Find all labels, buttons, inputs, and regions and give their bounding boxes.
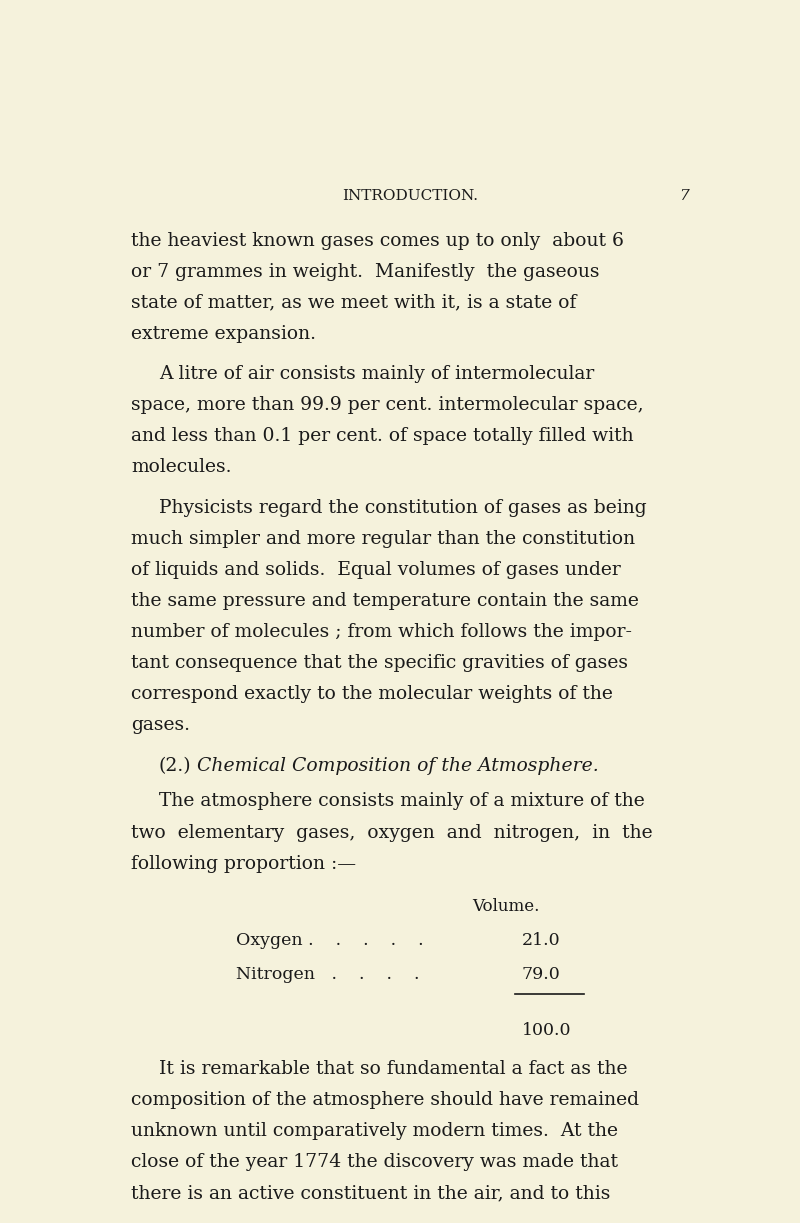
Text: gases.: gases. bbox=[131, 717, 190, 734]
Text: Chemical Composition of the Atmosphere.: Chemical Composition of the Atmosphere. bbox=[198, 757, 599, 774]
Text: composition of the atmosphere should have remained: composition of the atmosphere should hav… bbox=[131, 1091, 639, 1109]
Text: number of molecules ; from which follows the impor-: number of molecules ; from which follows… bbox=[131, 623, 632, 641]
Text: 7: 7 bbox=[679, 190, 689, 203]
Text: unknown until comparatively modern times.  At the: unknown until comparatively modern times… bbox=[131, 1121, 618, 1140]
Text: there is an active constituent in the air, and to this: there is an active constituent in the ai… bbox=[131, 1184, 610, 1202]
Text: space, more than 99.9 per cent. intermolecular space,: space, more than 99.9 per cent. intermol… bbox=[131, 396, 644, 415]
Text: close of the year 1774 the discovery was made that: close of the year 1774 the discovery was… bbox=[131, 1153, 618, 1170]
Text: The atmosphere consists mainly of a mixture of the: The atmosphere consists mainly of a mixt… bbox=[159, 793, 645, 811]
Text: the heaviest known gases comes up to only  about 6: the heaviest known gases comes up to onl… bbox=[131, 231, 624, 249]
Text: Volume.: Volume. bbox=[472, 898, 539, 915]
Text: 21.0: 21.0 bbox=[522, 932, 560, 949]
Text: 100.0: 100.0 bbox=[522, 1022, 571, 1040]
Text: A litre of air consists mainly of intermolecular: A litre of air consists mainly of interm… bbox=[159, 366, 594, 383]
Text: Oxygen .    .    .    .    .: Oxygen . . . . . bbox=[237, 932, 424, 949]
Text: It is remarkable that so fundamental a fact as the: It is remarkable that so fundamental a f… bbox=[159, 1059, 627, 1077]
Text: (2.): (2.) bbox=[159, 757, 191, 774]
Text: state of matter, as we meet with it, is a state of: state of matter, as we meet with it, is … bbox=[131, 294, 576, 312]
Text: Nitrogen   .    .    .    .: Nitrogen . . . . bbox=[237, 966, 420, 983]
Text: the same pressure and temperature contain the same: the same pressure and temperature contai… bbox=[131, 592, 639, 610]
Text: correspond exactly to the molecular weights of the: correspond exactly to the molecular weig… bbox=[131, 685, 613, 703]
Text: 79.0: 79.0 bbox=[522, 966, 560, 983]
Text: tant consequence that the specific gravities of gases: tant consequence that the specific gravi… bbox=[131, 654, 628, 673]
Text: and less than 0.1 per cent. of space totally filled with: and less than 0.1 per cent. of space tot… bbox=[131, 427, 634, 445]
Text: two  elementary  gases,  oxygen  and  nitrogen,  in  the: two elementary gases, oxygen and nitroge… bbox=[131, 823, 653, 841]
Text: much simpler and more regular than the constitution: much simpler and more regular than the c… bbox=[131, 530, 635, 548]
Text: INTRODUCTION.: INTRODUCTION. bbox=[342, 190, 478, 203]
Text: extreme expansion.: extreme expansion. bbox=[131, 325, 316, 342]
Text: following proportion :—: following proportion :— bbox=[131, 855, 356, 872]
Text: of liquids and solids.  Equal volumes of gases under: of liquids and solids. Equal volumes of … bbox=[131, 561, 621, 578]
Text: Physicists regard the constitution of gases as being: Physicists regard the constitution of ga… bbox=[159, 499, 646, 517]
Text: or 7 grammes in weight.  Manifestly  the gaseous: or 7 grammes in weight. Manifestly the g… bbox=[131, 263, 599, 280]
Text: molecules.: molecules. bbox=[131, 459, 231, 477]
